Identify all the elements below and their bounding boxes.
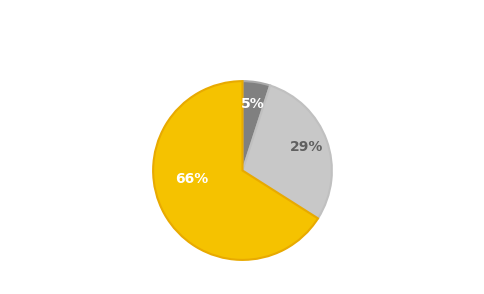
Text: 29%: 29% — [289, 140, 322, 154]
Wedge shape — [242, 81, 270, 171]
Text: 66%: 66% — [174, 172, 208, 186]
Wedge shape — [242, 86, 331, 218]
Wedge shape — [153, 81, 318, 260]
Text: 5%: 5% — [241, 97, 264, 111]
